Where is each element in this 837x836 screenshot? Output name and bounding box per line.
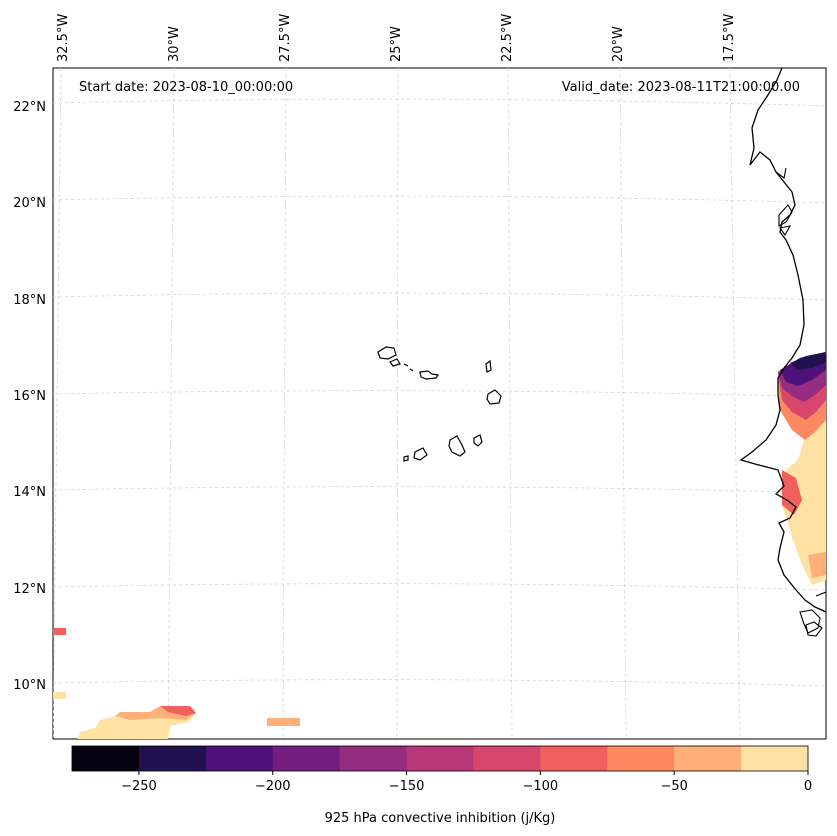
africa-coastline	[739, 68, 826, 613]
lon-label: 27.5°W	[278, 14, 293, 62]
colorbar-bin	[138, 746, 207, 771]
cin-field-southwest	[53, 628, 300, 739]
colorbar-tick-label: −250	[121, 779, 157, 794]
lon-label: 32.5°W	[56, 14, 71, 62]
colorbar-bin	[339, 746, 408, 771]
lat-label: 12°N	[13, 582, 46, 597]
lat-label: 10°N	[13, 678, 46, 693]
colorbar-bin	[607, 746, 675, 771]
start-date-label: Start date: 2023-08-10_00:00:00	[79, 80, 293, 95]
lat-label: 14°N	[13, 485, 46, 500]
lon-label: 30°W	[167, 26, 182, 62]
lon-label: 20°W	[611, 26, 626, 62]
colorbar-bin	[406, 746, 474, 771]
colorbar-tick-label: −150	[389, 779, 425, 794]
lat-label: 16°N	[13, 389, 46, 404]
lon-label: 22.5°W	[500, 14, 515, 62]
colorbar-tick-label: −100	[523, 779, 559, 794]
lon-label: 17.5°W	[722, 14, 737, 62]
lat-label: 22°N	[13, 100, 46, 115]
colorbar-label: 925 hPa convective inhibition (j/Kg)	[325, 811, 556, 826]
coast-detail	[815, 591, 826, 597]
colorbar-bin	[72, 746, 140, 771]
lat-label: 20°N	[13, 196, 46, 211]
colorbar-bin	[540, 746, 608, 771]
graticule-meridians	[53, 68, 741, 739]
colorbar-tick-label: −200	[255, 779, 291, 794]
colorbar	[72, 746, 809, 771]
colorbar-tick-label: 0	[804, 779, 812, 794]
colorbar-bin	[674, 746, 742, 771]
colorbar-bin	[741, 746, 809, 771]
colorbar-ticks: −250 −200 −150 −100 −50 0	[121, 771, 812, 794]
coast-detail	[778, 204, 793, 227]
colorbar-bin	[205, 746, 274, 771]
lat-label: 18°N	[13, 293, 46, 308]
colorbar-bin	[473, 746, 541, 771]
colorbar-bin	[272, 746, 341, 771]
cape-verde-islands	[377, 346, 502, 462]
coast-detail	[805, 621, 823, 637]
lon-label: 25°W	[389, 26, 404, 62]
colorbar-outline	[71, 745, 809, 772]
map-frame	[52, 67, 827, 740]
coast-detail	[775, 167, 787, 179]
coast-detail	[779, 225, 792, 237]
graticule-parallels	[53, 98, 826, 687]
cin-field-coast	[778, 352, 826, 585]
valid-date-label: Valid_date: 2023-08-11T21:00:00.00	[562, 80, 800, 95]
coast-detail	[799, 609, 821, 634]
colorbar-tick-label: −50	[660, 779, 687, 794]
